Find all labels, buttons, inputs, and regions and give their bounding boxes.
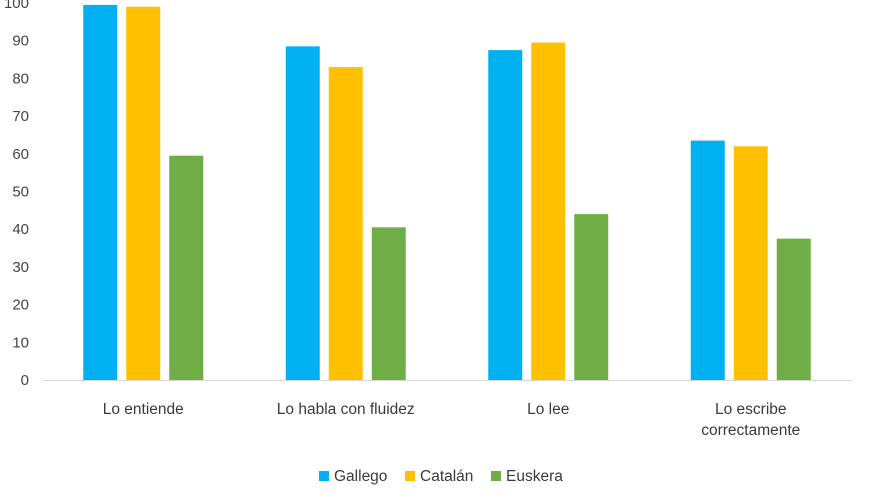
bar <box>733 146 768 380</box>
bar <box>371 227 406 380</box>
x-tick-label: Lo escribe <box>715 401 787 418</box>
bar <box>574 214 609 380</box>
x-axis-labels: Lo entiende Lo habla con fluidez Lo lee Lo … <box>103 401 801 439</box>
bars <box>83 4 811 381</box>
y-tick-label: 40 <box>12 221 29 238</box>
x-tick-label: Lo habla con fluidez <box>277 401 415 418</box>
bar <box>328 67 363 380</box>
bar <box>776 238 811 380</box>
y-tick-label: 0 <box>21 372 29 389</box>
y-tick-label: 90 <box>12 33 29 50</box>
legend-swatch <box>491 471 501 481</box>
legend-label: Catalán <box>420 468 473 485</box>
bar <box>285 46 320 380</box>
bar <box>126 6 161 381</box>
legend-swatch <box>319 471 329 481</box>
legend-swatch <box>405 471 415 481</box>
y-tick-label: 60 <box>12 146 29 163</box>
y-tick-label: 30 <box>12 259 29 276</box>
y-axis-ticks: 0 10 20 30 40 50 60 70 80 90 100 <box>4 0 29 389</box>
legend: Gallego Catalán Euskera <box>319 468 563 485</box>
bar <box>488 50 523 380</box>
y-tick-label: 80 <box>12 70 29 87</box>
y-tick-label: 100 <box>4 0 29 12</box>
bar <box>83 4 118 380</box>
y-tick-label: 10 <box>12 334 29 351</box>
x-tick-label: Lo entiende <box>103 401 184 418</box>
y-tick-label: 70 <box>12 108 29 125</box>
legend-label: Euskera <box>506 468 563 485</box>
bar <box>690 140 725 380</box>
bar <box>531 42 566 381</box>
x-tick-label: Lo lee <box>527 401 569 418</box>
bar <box>169 155 204 380</box>
y-tick-label: 20 <box>12 297 29 314</box>
x-tick-label: correctamente <box>701 422 800 439</box>
y-tick-label: 50 <box>12 184 29 201</box>
legend-label: Gallego <box>334 468 387 485</box>
